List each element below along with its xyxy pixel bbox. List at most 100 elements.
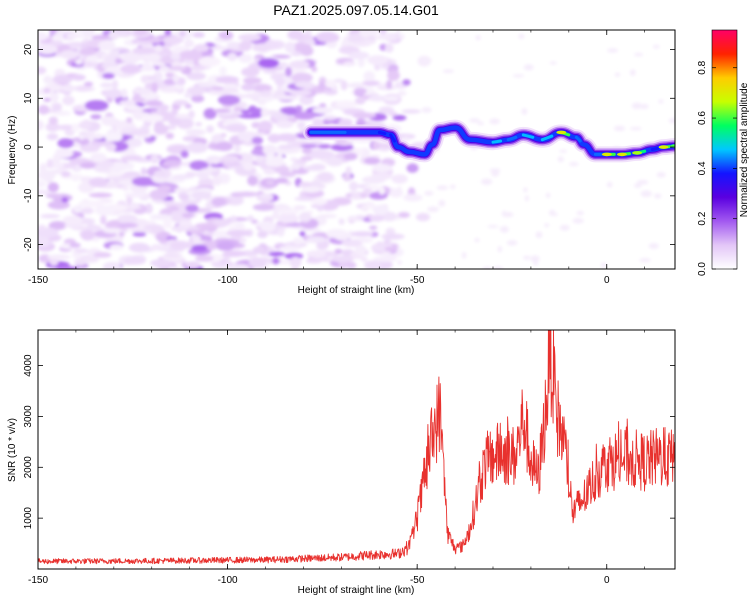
noise-blob xyxy=(209,46,230,51)
noise-blob xyxy=(364,260,382,269)
noise-blob xyxy=(367,35,375,41)
noise-blob xyxy=(367,55,389,65)
noise-blob xyxy=(226,229,251,237)
noise-blob xyxy=(239,40,252,52)
noise-blob xyxy=(292,237,303,245)
noise-blob xyxy=(299,231,306,237)
signal-peak xyxy=(616,152,627,157)
noise-blob xyxy=(105,88,123,98)
noise-blob xyxy=(248,132,267,137)
noise-blob xyxy=(98,40,116,51)
noise-blob xyxy=(235,222,245,228)
noise-blob xyxy=(124,192,146,198)
spectrogram-axis-ticks: -150 -100 -50 0 20 10 0 -10 -20 xyxy=(23,30,675,286)
noise-blob xyxy=(401,109,421,114)
noise-blob xyxy=(81,207,94,215)
noise-blob xyxy=(101,115,117,126)
spectrogram-frame xyxy=(37,29,676,270)
noise-blob xyxy=(629,69,636,76)
noise-blob xyxy=(238,130,248,142)
snr-panel: -150 -100 -50 0 1000 2000 3000 4000 Height of s… xyxy=(7,329,676,596)
spectrogram-x-tick-label: -100 xyxy=(218,275,238,286)
noise-blob xyxy=(438,199,446,207)
noise-blob xyxy=(157,245,171,252)
noise-blob xyxy=(190,65,206,72)
noise-blob xyxy=(185,171,197,177)
noise-blob xyxy=(219,155,239,163)
colorbar-frame xyxy=(711,29,738,270)
noise-blob xyxy=(150,259,172,267)
noise-blob xyxy=(350,192,362,200)
noise-blob xyxy=(139,65,156,72)
noise-blob xyxy=(289,60,310,69)
noise-blob xyxy=(294,196,317,201)
snr-frame xyxy=(37,329,676,570)
noise-blob xyxy=(501,210,507,216)
signal-peak xyxy=(601,152,612,157)
noise-blob xyxy=(38,189,52,195)
noise-blob xyxy=(518,33,525,40)
noise-blob xyxy=(238,33,262,42)
noise-blob xyxy=(381,233,405,240)
noise-blob xyxy=(144,203,153,214)
noise-blob xyxy=(178,193,190,200)
noise-blob xyxy=(535,231,543,239)
noise-blob xyxy=(265,153,275,163)
colorbar-tick-label: 0.6 xyxy=(697,111,708,125)
noise-blob xyxy=(123,256,146,265)
noise-blob xyxy=(613,125,626,132)
noise-blob xyxy=(284,41,296,53)
noise-blob xyxy=(311,66,318,73)
spectrogram-y-tick-label: 10 xyxy=(23,92,34,104)
noise-blob xyxy=(118,231,125,237)
colorbar: 0.0 0.2 0.4 0.6 0.8 Normalized spectral ampl… xyxy=(697,29,750,276)
noise-blob xyxy=(489,118,500,125)
noise-blob xyxy=(94,205,116,216)
noise-blob xyxy=(171,108,178,116)
noise-blob xyxy=(499,226,509,233)
noise-blob xyxy=(64,223,83,228)
noise-blob xyxy=(396,30,401,35)
signal-ridge-core xyxy=(650,146,660,151)
noise-blob xyxy=(319,103,327,108)
noise-blob xyxy=(212,230,231,239)
noise-blob xyxy=(186,72,206,81)
noise-blob xyxy=(100,160,115,168)
noise-blob xyxy=(126,137,143,148)
noise-blob xyxy=(100,215,107,225)
noise-blob xyxy=(266,179,275,186)
noise-blob xyxy=(298,211,312,223)
noise-blob xyxy=(226,41,242,49)
noise-blob xyxy=(80,229,95,241)
noise-blob xyxy=(347,216,359,222)
noise-blob xyxy=(277,228,285,237)
noise-blob xyxy=(569,162,579,167)
noise-blob xyxy=(232,264,248,269)
snr-y-label: SNR (10 * v/v) xyxy=(7,418,18,482)
noise-blob xyxy=(354,245,367,256)
noise-blob xyxy=(369,215,385,222)
spectrogram-x-tick-label: -50 xyxy=(410,275,425,286)
noise-blob xyxy=(450,184,456,190)
snr-x-tick-label: -150 xyxy=(28,575,48,586)
noise-blob xyxy=(185,261,201,269)
spectrogram-panel: -150 -100 -50 0 20 10 0 -10 -20 Height of straig… xyxy=(7,29,676,296)
noise-blob xyxy=(300,45,314,57)
noise-blob xyxy=(290,51,303,57)
spectrogram-y-tick-label: 20 xyxy=(23,44,34,56)
noise-blob xyxy=(310,197,328,206)
noise-blob xyxy=(176,84,183,91)
noise-blob xyxy=(397,90,407,96)
noise-blob xyxy=(272,205,279,216)
noise-blob xyxy=(658,99,664,104)
noise-blob xyxy=(331,255,354,263)
noise-blob xyxy=(100,82,114,89)
noise-blob xyxy=(285,66,292,77)
spectrogram-x-label: Height of straight line (km) xyxy=(298,285,415,296)
noise-blob xyxy=(212,261,229,269)
colorbar-label: Normalized spectral amplitude xyxy=(739,82,750,217)
noise-blob xyxy=(359,30,378,38)
signal-ridge-core xyxy=(540,134,554,142)
noise-blob xyxy=(294,81,315,89)
